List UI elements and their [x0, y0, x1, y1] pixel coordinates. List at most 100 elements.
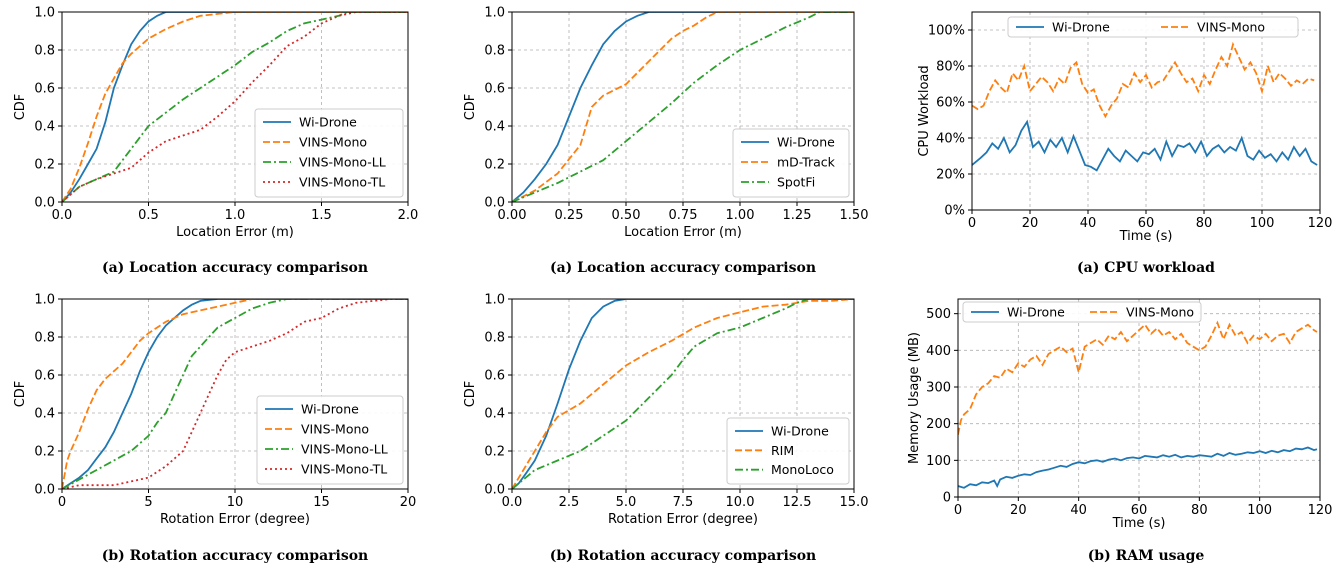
y-axis-label: CPU Workload [917, 65, 932, 156]
x-tick-label: 0 [954, 503, 962, 518]
chart-panel-5: 0.0 2.5 5.0 7.5 10.0 12.5 15.0 0.0 0.2 0.4 0.6 0.8 1… [463, 293, 868, 565]
y-tick-label: 0.8 [34, 44, 55, 59]
figure-caption: (a) CPU workload [1077, 260, 1215, 276]
series-line-1 [62, 299, 408, 489]
series-line-3 [62, 299, 408, 489]
y-tick-label: 0.8 [484, 44, 505, 59]
y-tick-label: 0% [944, 204, 965, 219]
x-tick-label: 5.0 [616, 495, 637, 510]
series-line-2 [958, 320, 1318, 435]
x-tick-label: 120 [1308, 216, 1332, 231]
legend: Wi-Drone VINS-Mono [1007, 16, 1299, 38]
x-tick-label: 0.0 [52, 208, 73, 223]
x-tick-label: 0.75 [669, 208, 698, 223]
chart-panel-4: 0 5 10 15 20 0.0 0.2 0.4 0.6 0.8 1.0 Rotation Error… [13, 293, 416, 565]
x-tick-label: 12.5 [783, 495, 812, 510]
series-line-1 [62, 12, 408, 202]
x-axis-label: Time (s) [1112, 516, 1166, 531]
x-tick-label: 1.00 [726, 208, 755, 223]
legend: Wi-Drone VINS-Mono VINS-Mono-LL VINS-Mono-T… [256, 395, 404, 485]
legend-label: SpotFi [777, 175, 815, 190]
y-tick-label: 0.0 [34, 483, 55, 498]
y-tick-label: 0.2 [34, 158, 55, 173]
y-axis-label: CDF [13, 381, 28, 408]
legend-box [726, 417, 850, 485]
y-tick-label: 0.2 [484, 158, 505, 173]
x-tick-label: 80 [1196, 216, 1213, 231]
y-tick-label: 80% [936, 60, 965, 75]
y-tick-label: 500 [926, 307, 951, 322]
y-tick-label: 1.0 [484, 6, 505, 21]
legend: Wi-Drone RIM MonoLoco [726, 417, 850, 485]
legend-label: VINS-Mono [1126, 305, 1194, 320]
legend: Wi-Drone VINS-Mono [962, 301, 1202, 323]
legend-label: VINS-Mono-TL [301, 462, 387, 477]
x-tick-label: 20 [1022, 216, 1039, 231]
x-tick-label: 100 [1250, 216, 1275, 231]
series-line-2 [512, 12, 854, 202]
x-tick-label: 10 [227, 495, 244, 510]
y-tick-label: 0.0 [484, 483, 505, 498]
y-tick-label: 60% [936, 96, 965, 111]
y-tick-label: 0.8 [484, 331, 505, 346]
y-tick-label: 0.6 [484, 369, 505, 384]
y-tick-label: 0.4 [34, 120, 55, 135]
y-axis-label: CDF [13, 94, 28, 121]
x-tick-label: 80 [1191, 503, 1208, 518]
y-tick-label: 20% [936, 168, 965, 183]
x-tick-label: 10.0 [726, 495, 755, 510]
series-line-2 [62, 12, 408, 202]
legend-label: RIM [771, 443, 794, 458]
x-tick-label: 2.0 [398, 208, 419, 223]
y-axis-label: CDF [463, 381, 478, 408]
x-axis-label: Time (s) [1119, 229, 1173, 244]
y-tick-label: 100 [926, 454, 951, 469]
legend-box [1007, 16, 1299, 38]
x-tick-label: 15.0 [840, 495, 869, 510]
x-axis-label: Rotation Error (degree) [160, 512, 310, 527]
legend-label: VINS-Mono [1197, 20, 1265, 35]
legend-label: Wi-Drone [777, 135, 835, 150]
figure-caption: (b) Rotation accuracy comparison [102, 548, 369, 564]
legend-label: Wi-Drone [299, 115, 357, 130]
y-tick-label: 0.4 [34, 407, 55, 422]
series-line-3 [512, 299, 854, 489]
legend-box [962, 301, 1202, 323]
x-tick-label: 0.50 [612, 208, 641, 223]
series-line-1 [972, 119, 1318, 172]
series-line-2 [512, 299, 854, 489]
x-tick-label: 120 [1308, 503, 1332, 518]
legend: Wi-Drone mD-Track SpotFi [732, 128, 850, 198]
y-tick-label: 0.6 [484, 82, 505, 97]
legend: Wi-Drone VINS-Mono VINS-Mono-LL VINS-Mono-T… [254, 108, 404, 198]
legend-label: VINS-Mono-LL [299, 155, 386, 170]
legend-label: mD-Track [777, 155, 836, 170]
x-tick-label: 1.50 [840, 208, 869, 223]
chart-panel-6: 0 20 40 60 80 100 120 0 100 200 300 400 500 Time (s) M… [907, 298, 1332, 564]
y-tick-label: 0.0 [484, 196, 505, 211]
y-tick-label: 0.8 [34, 331, 55, 346]
y-tick-label: 1.0 [34, 6, 55, 21]
x-tick-label: 60 [1131, 503, 1148, 518]
y-tick-label: 100% [928, 24, 965, 39]
x-tick-label: 0 [58, 495, 66, 510]
series-line-3 [62, 12, 408, 202]
x-tick-label: 60 [1138, 216, 1155, 231]
y-tick-label: 0.6 [34, 369, 55, 384]
x-tick-label: 1.25 [783, 208, 812, 223]
figure-caption: (b) RAM usage [1088, 548, 1205, 564]
series-line-2 [62, 299, 408, 489]
legend-box [254, 108, 404, 198]
figure-caption: (b) Rotation accuracy comparison [550, 548, 817, 564]
legend-label: MonoLoco [771, 462, 834, 477]
y-tick-label: 40% [936, 132, 965, 147]
grid [957, 299, 1321, 498]
y-tick-label: 0.4 [484, 407, 505, 422]
series-line-4 [62, 12, 408, 202]
x-tick-label: 0.0 [502, 495, 523, 510]
y-tick-label: 400 [926, 344, 951, 359]
x-tick-label: 0.00 [498, 208, 527, 223]
series-line-1 [512, 12, 854, 202]
chart-panel-1: 0.0 0.5 1.0 1.5 2.0 0.0 0.2 0.4 0.6 0.8 1.0 Locatio… [13, 6, 418, 277]
